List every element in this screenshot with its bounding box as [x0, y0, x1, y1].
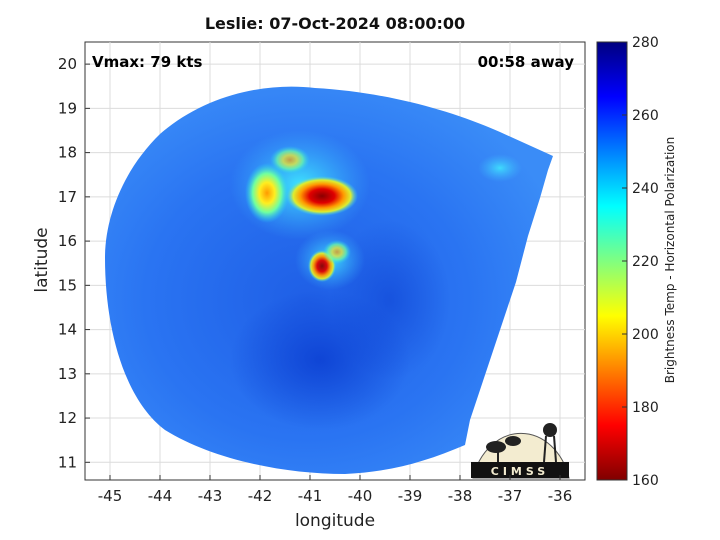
- x-tick-label: -40: [348, 487, 373, 505]
- y-tick-label: 11: [58, 453, 77, 471]
- feature-eye-ring: [323, 240, 351, 264]
- x-axis-ticks: -45 -44 -43 -42 -41 -40 -39 -38 -37 -36: [98, 475, 573, 505]
- x-tick-label: -36: [548, 487, 573, 505]
- logo-text: CIMSS: [491, 465, 549, 478]
- y-tick-label: 16: [58, 232, 77, 250]
- colorbar-label: Brightness Temp - Horizontal Polarizatio…: [663, 136, 677, 384]
- y-tick-label: 18: [58, 144, 77, 162]
- y-tick-label: 14: [58, 321, 77, 339]
- y-tick-label: 15: [58, 276, 77, 294]
- x-tick-label: -43: [198, 487, 223, 505]
- x-tick-label: -37: [498, 487, 523, 505]
- x-tick-label: -41: [298, 487, 323, 505]
- x-tick-label: -39: [398, 487, 423, 505]
- colorbar-tick-label: 260: [632, 108, 659, 124]
- colorbar-tick-label: 220: [632, 254, 659, 270]
- colorbar-tick-label: 280: [632, 35, 659, 51]
- colorbar-tick-label: 200: [632, 327, 659, 343]
- x-tick-label: -42: [248, 487, 273, 505]
- vmax-label: Vmax: 79 kts: [92, 53, 203, 71]
- colorbar-tick-label: 180: [632, 400, 659, 416]
- x-tick-label: -44: [148, 487, 173, 505]
- cyan-region: [478, 154, 522, 182]
- x-tick-label: -38: [448, 487, 473, 505]
- y-tick-label: 12: [58, 409, 77, 427]
- y-axis-label: latitude: [32, 227, 52, 293]
- feature-inner-core: [286, 176, 358, 216]
- colorbar-ticks: 160 180 200 220 240 260 280: [622, 35, 659, 489]
- time-away-label: 00:58 away: [477, 53, 574, 71]
- y-tick-label: 13: [58, 365, 77, 383]
- feature-western-band: [245, 163, 289, 223]
- x-axis-label: longitude: [294, 511, 376, 531]
- y-axis-ticks: 11 12 13 14 15 16 17 18 19 20: [58, 55, 90, 471]
- colorbar-tick-label: 240: [632, 181, 659, 197]
- cimss-logo: CIMSS: [471, 423, 570, 479]
- y-tick-label: 17: [58, 188, 77, 206]
- y-tick-label: 19: [58, 99, 77, 117]
- feature-northern-arc: [270, 146, 310, 174]
- brightness-temp-swath: [105, 86, 553, 475]
- y-tick-label: 20: [58, 55, 77, 73]
- chart-title: Leslie: 07-Oct-2024 08:00:00: [204, 14, 466, 33]
- x-tick-label: -45: [98, 487, 123, 505]
- colorbar-tick-label: 160: [632, 473, 659, 489]
